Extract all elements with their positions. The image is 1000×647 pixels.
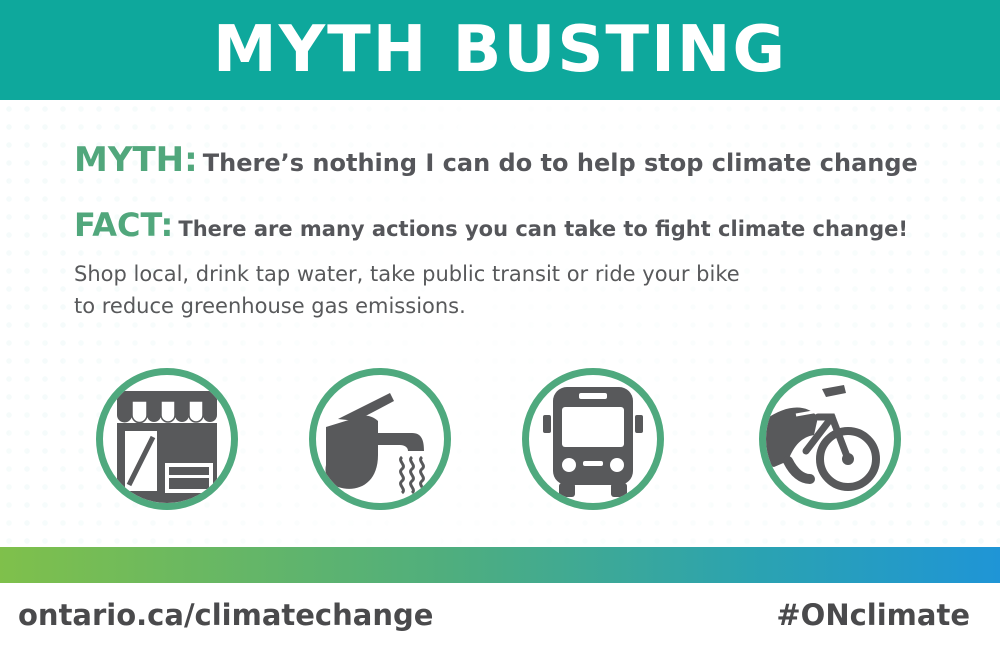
tap-water-icon (309, 368, 451, 510)
bicycle-icon (759, 368, 901, 510)
footer-hashtag: #ONclimate (776, 598, 970, 632)
bus-icon (522, 368, 664, 510)
header-banner: MYTH BUSTING (0, 0, 1000, 100)
myth-text: There’s nothing I can do to help stop cl… (202, 149, 918, 177)
gradient-divider (0, 547, 1000, 583)
fact-detail: Shop local, drink tap water, take public… (74, 258, 874, 322)
fact-detail-line-2: to reduce greenhouse gas emissions. (74, 294, 466, 318)
myth-statement: MYTH: There’s nothing I can do to help s… (74, 140, 918, 180)
footer-url: ontario.ca/climatechange (18, 598, 434, 632)
page-title: MYTH BUSTING (213, 13, 787, 87)
myth-label: MYTH: (74, 140, 198, 180)
fact-detail-line-1: Shop local, drink tap water, take public… (74, 262, 740, 286)
fact-text: There are many actions you can take to f… (178, 217, 908, 241)
fact-statement: FACT: There are many actions you can tak… (74, 206, 908, 244)
shop-icon (96, 368, 238, 510)
fact-label: FACT: (74, 206, 174, 244)
